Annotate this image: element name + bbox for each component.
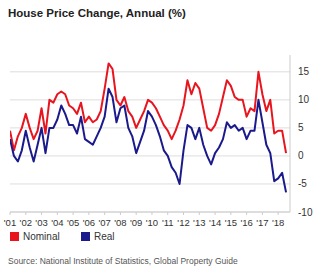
y-axis-line bbox=[290, 55, 291, 212]
x-tick-label: '01 bbox=[4, 217, 16, 228]
x-tick-label: '02 bbox=[20, 217, 32, 228]
x-axis-line bbox=[10, 212, 290, 213]
y-tick-label: -10 bbox=[298, 207, 313, 218]
y-tick-label: 10 bbox=[298, 94, 310, 105]
y-tick-label: -5 bbox=[298, 178, 307, 189]
line-nominal bbox=[10, 63, 286, 153]
grid-line bbox=[10, 71, 290, 72]
legend-swatch bbox=[10, 232, 19, 241]
x-tick-label: '03 bbox=[35, 217, 47, 228]
x-tick-label: '13 bbox=[193, 217, 205, 228]
legend-label: Nominal bbox=[23, 231, 60, 242]
chart: House Price Change, Annual (%) -10 -5 0 5 10 1… bbox=[0, 0, 324, 274]
title: House Price Change, Annual (%) bbox=[8, 7, 186, 19]
x-tick-label: '18 bbox=[272, 217, 284, 228]
y-tick-label: 5 bbox=[298, 122, 304, 133]
x-tick-label: '14 bbox=[209, 217, 221, 228]
y-tick-label: 0 bbox=[298, 150, 304, 161]
plot-area bbox=[10, 63, 286, 192]
x-tick-label: '08 bbox=[114, 217, 126, 228]
x-tick-label: '16 bbox=[240, 217, 252, 228]
legend-swatch bbox=[81, 232, 90, 241]
source: Source: National Institute of Statistics… bbox=[8, 256, 238, 266]
x-tick-label: '15 bbox=[225, 217, 237, 228]
grid-line bbox=[10, 155, 290, 156]
x-tick-label: '12 bbox=[177, 217, 189, 228]
legend-label: Real bbox=[94, 231, 115, 242]
x-tick-label: '04 bbox=[51, 217, 63, 228]
x-tick-label: '05 bbox=[67, 217, 79, 228]
x-tick-label: '06 bbox=[83, 217, 95, 228]
line-real bbox=[10, 89, 286, 193]
grid-line bbox=[10, 212, 290, 213]
x-tick-label: '11 bbox=[162, 217, 174, 228]
grid-line bbox=[10, 183, 290, 184]
x-tick-label: '07 bbox=[98, 217, 110, 228]
y-tick-label: 15 bbox=[298, 66, 310, 77]
x-tick-label: '17 bbox=[256, 217, 268, 228]
x-tick-label: '10 bbox=[146, 217, 158, 228]
x-tick-label: '09 bbox=[130, 217, 142, 228]
